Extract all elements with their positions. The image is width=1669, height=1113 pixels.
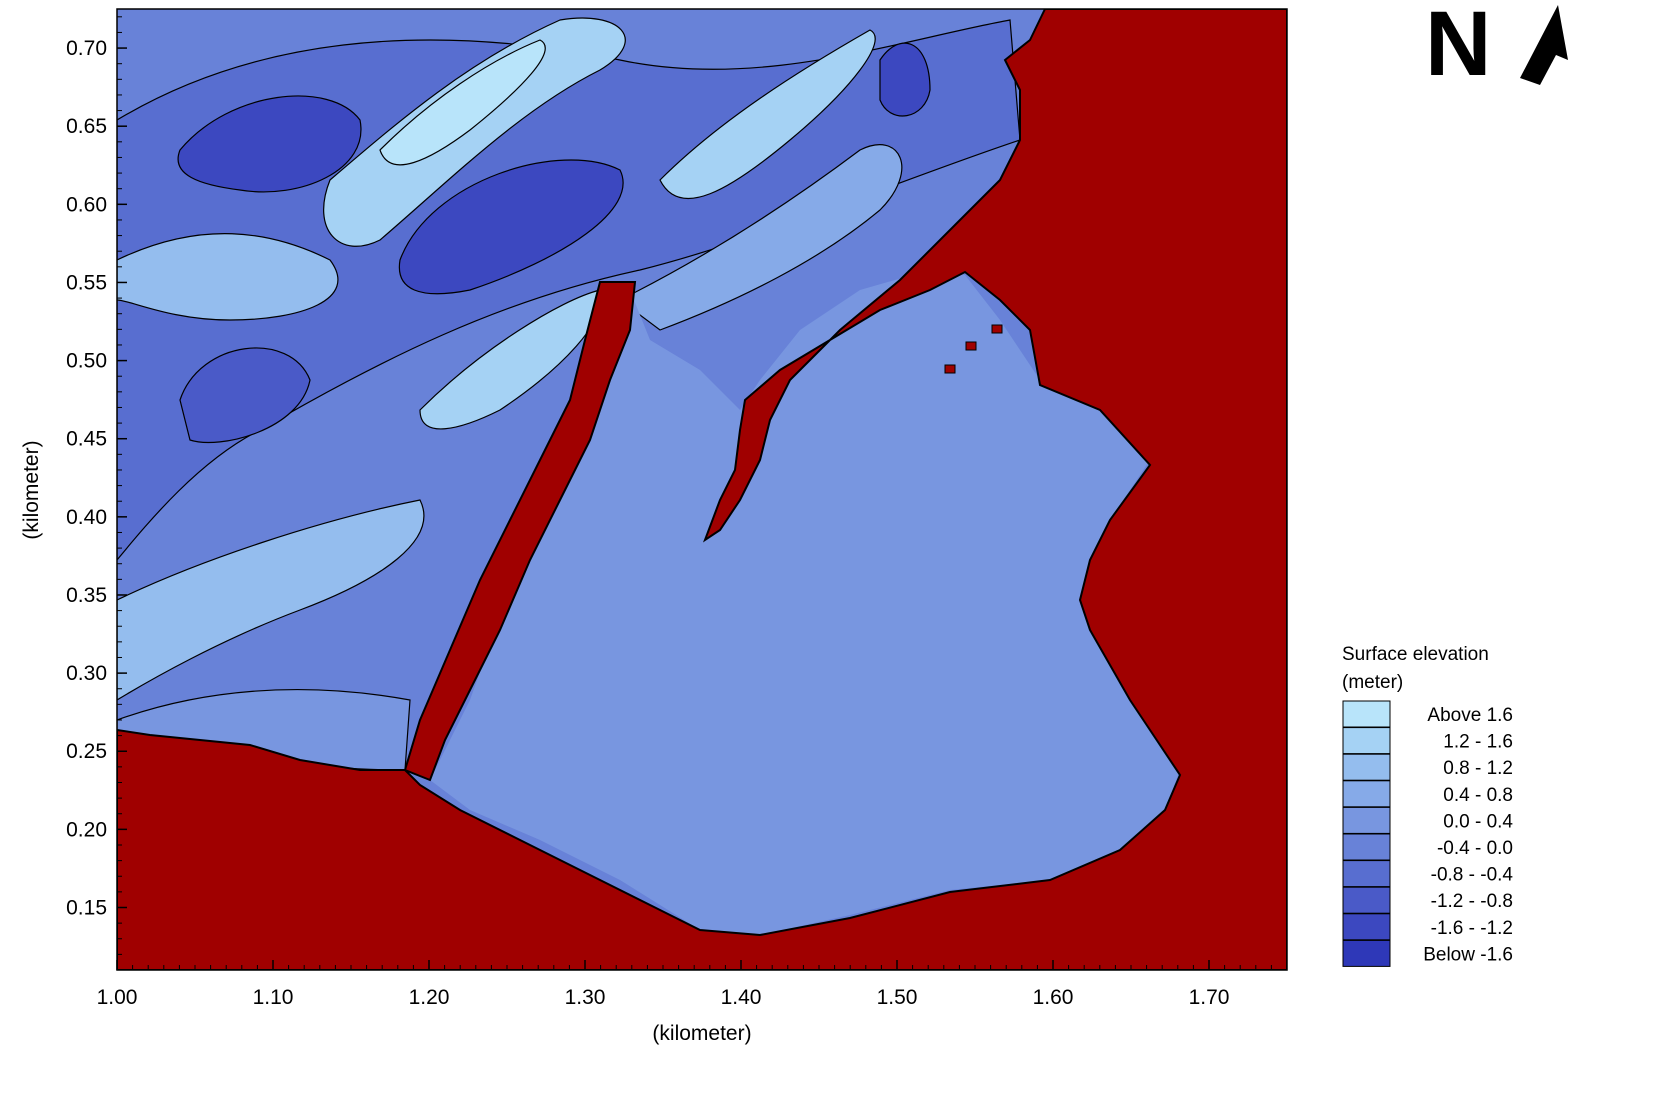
x-tick-label: 1.10: [253, 986, 294, 1009]
x-tick-label: 1.00: [97, 986, 138, 1009]
y-tick-label: 0.25: [66, 740, 107, 763]
legend: Surface elevation (meter) Above 1.6 1.2 -…: [1342, 644, 1514, 967]
legend-swatch: [1342, 727, 1391, 755]
legend-swatch: [1342, 886, 1391, 914]
y-tick-label: 0.65: [66, 115, 107, 138]
x-tick-label: 1.60: [1033, 986, 1074, 1009]
land-jetty: [403, 281, 637, 782]
contour-band-6: [323, 17, 626, 247]
legend-swatch: [1342, 833, 1391, 861]
legend-label: Below -1.6: [1423, 944, 1513, 965]
contour-band-8: [117, 233, 339, 321]
plot-area: [117, 9, 1287, 970]
legend-swatch: [1342, 753, 1391, 781]
x-tick-label: 1.20: [409, 986, 450, 1009]
legend-subtitle: (meter): [1342, 672, 1403, 693]
legend-label: Above 1.6: [1427, 705, 1513, 726]
legend-label: -0.8 - -0.4: [1431, 865, 1514, 886]
x-axis: 1.00 1.10 1.20 1.30 1.40 1.50 1.60 1.70: [97, 960, 1288, 1009]
x-axis-title: (kilometer): [652, 1022, 751, 1045]
x-tick-label: 1.70: [1189, 986, 1230, 1009]
y-tick-label: 0.70: [66, 37, 107, 60]
y-tick-label: 0.55: [66, 271, 107, 294]
x-tick-label: 1.30: [565, 986, 606, 1009]
contour-band-2: [177, 95, 362, 193]
legend-label: 0.0 - 0.4: [1443, 811, 1513, 832]
basin-water: [430, 270, 1180, 935]
y-tick-label: 0.50: [66, 350, 107, 373]
x-tick-label: 1.40: [721, 986, 762, 1009]
contour-band-3: [398, 159, 624, 295]
north-arrow-icon: [1520, 5, 1568, 85]
island-1: [965, 341, 977, 351]
legend-label: -1.6 - -1.2: [1431, 918, 1513, 939]
legend-label: 0.4 - 0.8: [1443, 785, 1513, 806]
contour-band-10: [117, 499, 425, 701]
legend-label: -1.2 - -0.8: [1431, 891, 1513, 912]
legend-title: Surface elevation: [1342, 644, 1489, 665]
y-axis: 0.15 0.20 0.25 0.30 0.35 0.40 0.45 0.50 0.55 0.60…: [66, 16, 127, 971]
island-2: [991, 324, 1003, 334]
legend-label: 1.2 - 1.6: [1443, 732, 1513, 753]
legend-swatch: [1342, 806, 1391, 834]
x-tick-label: 1.50: [877, 986, 918, 1009]
y-tick-label: 0.45: [66, 428, 107, 451]
legend-swatch: [1342, 913, 1391, 941]
contour-band-11: [659, 29, 876, 199]
legend-swatch: [1342, 700, 1391, 728]
y-tick-label: 0.30: [66, 662, 107, 685]
contour-band-5: [879, 42, 931, 117]
y-tick-label: 0.15: [66, 896, 107, 919]
y-tick-label: 0.40: [66, 506, 107, 529]
y-tick-label: 0.60: [66, 193, 107, 216]
island-3: [944, 364, 956, 374]
legend-label: -0.4 - 0.0: [1437, 838, 1513, 859]
north-arrow-label: N: [1425, 0, 1491, 95]
contour-band-12: [618, 144, 903, 331]
contour-band-4: [179, 347, 311, 444]
y-tick-label: 0.20: [66, 818, 107, 841]
legend-label: 0.8 - 1.2: [1443, 758, 1513, 779]
contour-band-7: [379, 39, 546, 166]
legend-swatch: [1342, 780, 1391, 808]
legend-swatch: [1342, 860, 1391, 888]
plot-frame: [116, 8, 1288, 971]
legend-swatch: [1342, 939, 1391, 967]
y-tick-label: 0.35: [66, 584, 107, 607]
y-axis-title: (kilometer): [20, 440, 43, 539]
north-arrow: N: [1425, 0, 1568, 95]
land-bottom: [117, 9, 1287, 970]
